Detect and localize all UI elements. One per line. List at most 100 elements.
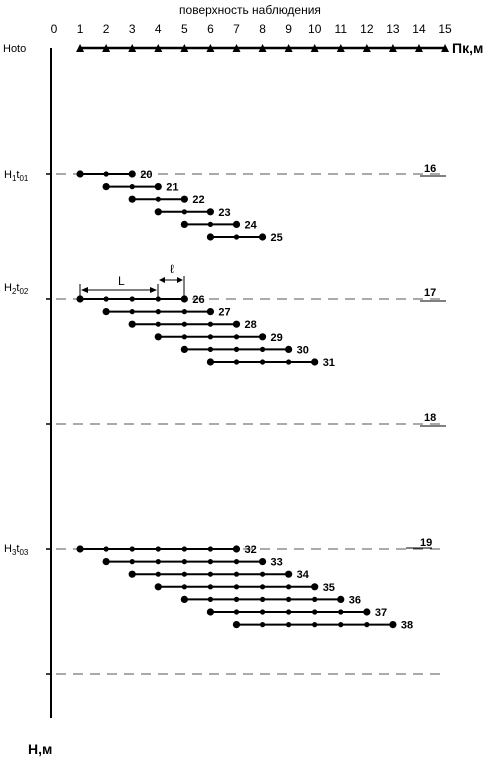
row-point-dot <box>259 571 266 577</box>
row-point-dot <box>259 359 266 365</box>
row-endpoint-dot <box>363 608 371 616</box>
row-point-dot <box>103 296 109 302</box>
row-point-dot <box>155 321 161 327</box>
tick-label-12: 12 <box>360 22 374 36</box>
row-endpoint-dot <box>180 295 188 303</box>
row-point-dot <box>286 609 292 615</box>
measurement-row: 20 <box>76 169 152 181</box>
row-point-dot <box>286 359 292 365</box>
measurement-row: 25 <box>206 232 283 244</box>
tick-label-14: 14 <box>412 22 426 36</box>
dim-L-label: L <box>118 274 125 288</box>
row-point-dot <box>259 622 266 628</box>
row-endpoint-dot <box>76 545 84 553</box>
row-point-dot <box>155 559 161 565</box>
row-endpoint-dot <box>389 621 397 629</box>
measurement-row: 24 <box>180 219 258 231</box>
row-point-dot <box>103 171 109 177</box>
row-endpoint-dot <box>180 220 188 228</box>
row-point-dot <box>129 546 135 552</box>
row-number-label: 29 <box>271 332 283 344</box>
row-number-label: 33 <box>271 557 283 569</box>
dim-step-label: ℓ <box>170 262 174 276</box>
tick-label-2: 2 <box>103 22 110 36</box>
row-number-label: 23 <box>218 207 230 219</box>
row-point-dot <box>286 596 292 603</box>
tick-label-13: 13 <box>386 22 400 36</box>
measurement-row: 30 <box>180 344 309 356</box>
row-number-label: 36 <box>349 594 361 606</box>
tick-label-11: 11 <box>335 22 348 36</box>
row-endpoint-dot <box>154 583 162 591</box>
picket-triangle-4 <box>154 44 163 52</box>
row-point-dot <box>233 609 240 615</box>
tick-label-0: 0 <box>51 22 58 36</box>
row-endpoint-dot <box>180 345 188 353</box>
row-point-dot <box>207 546 214 552</box>
row-point-dot <box>233 334 240 340</box>
tick-label-3: 3 <box>129 22 136 36</box>
measurement-row: 23 <box>154 207 231 219</box>
measurement-rows: 20 21 22 23 24 25 26 27 28 29 30 31 32 33 34 35 36 37 38 <box>76 169 413 632</box>
row-endpoint-dot <box>76 170 84 178</box>
measurement-row: 27 <box>102 307 231 319</box>
row-point-dot <box>364 622 370 628</box>
row-point-dot <box>129 296 135 302</box>
row-endpoint-dot <box>128 570 136 578</box>
level-lines <box>46 173 446 675</box>
row-endpoint-dot <box>154 333 162 341</box>
picket-triangle-10 <box>310 44 319 52</box>
row-number-label: 27 <box>218 307 230 319</box>
row-point-dot <box>233 234 240 240</box>
row-point-dot <box>155 571 161 577</box>
row-point-dot <box>181 571 187 577</box>
level-label-1: H1t01 <box>4 169 29 183</box>
row-point-dot <box>155 296 161 302</box>
row-number-label: 34 <box>297 569 310 581</box>
row-endpoint-dot <box>285 570 293 578</box>
row-point-dot <box>259 596 266 603</box>
row-point-dot <box>181 584 187 590</box>
row-point-dot <box>233 571 240 577</box>
row-endpoint-dot <box>206 233 215 241</box>
row-endpoint-dot <box>154 183 162 191</box>
row-endpoint-dot <box>102 308 110 316</box>
row-endpoint-dot <box>258 333 267 341</box>
row-point-dot <box>338 609 344 615</box>
picket-triangle-15 <box>441 44 450 52</box>
surface-picket-markers <box>76 44 450 52</box>
row-endpoint-dot <box>128 195 136 203</box>
row-endpoint-dot <box>128 170 136 178</box>
row-endpoint-dot <box>311 583 319 591</box>
tick-label-10: 10 <box>308 22 322 36</box>
tick-label-1: 1 <box>77 22 84 36</box>
picket-triangle-11 <box>336 44 345 52</box>
row-point-dot <box>338 622 344 628</box>
level-label-0: Hoto <box>3 43 26 55</box>
picket-triangle-8 <box>258 44 267 52</box>
row-endpoint-dot <box>258 558 267 566</box>
row-endpoint-dot <box>206 358 215 366</box>
row-endpoint-dot <box>206 208 215 216</box>
row-number-label: 21 <box>166 182 178 194</box>
measurement-row: 32 <box>76 544 257 556</box>
row-point-dot <box>181 559 187 565</box>
measurement-row: 38 <box>232 620 413 632</box>
tick-label-8: 8 <box>259 22 266 36</box>
row-point-dot <box>155 546 161 552</box>
row-point-dot <box>233 559 240 565</box>
row-point-dot <box>181 334 187 340</box>
row-number-label: 31 <box>323 357 335 369</box>
row-point-dot <box>207 346 214 352</box>
row-endpoint-dot <box>76 295 84 303</box>
row-point-dot <box>233 584 240 590</box>
level-number-18: 18 <box>424 412 436 424</box>
level-number-19: 19 <box>420 537 432 549</box>
row-point-dot <box>155 309 161 315</box>
measurement-row: 21 <box>102 182 179 194</box>
row-endpoint-dot <box>232 320 241 328</box>
measurement-row: 36 <box>180 594 361 606</box>
dim-step-arrowhead-left <box>159 277 165 283</box>
row-endpoint-dot <box>206 308 215 316</box>
